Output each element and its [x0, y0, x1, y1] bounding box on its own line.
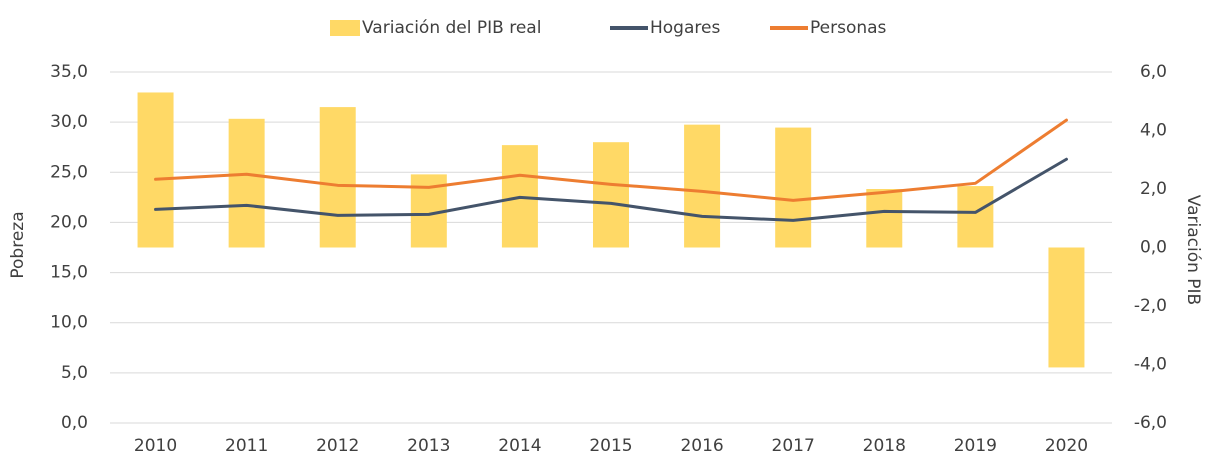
- legend-label: Personas: [810, 18, 887, 38]
- x-tick-label: 2015: [589, 436, 632, 456]
- bar: [1048, 247, 1085, 368]
- y-tick-label: 25,0: [50, 162, 88, 182]
- y-tick-label: 30,0: [50, 112, 88, 132]
- x-tick-label: 2011: [225, 436, 268, 456]
- bar: [684, 124, 721, 248]
- bar: [957, 186, 994, 248]
- x-tick-label: 2017: [772, 436, 815, 456]
- y2-tick-label: 4,0: [1140, 121, 1167, 141]
- y-tick-label: 15,0: [50, 263, 88, 283]
- line-series: [154, 157, 1068, 222]
- y2-tick-label: -2,0: [1134, 296, 1167, 316]
- x-tick-label: 2019: [954, 436, 997, 456]
- y2-axis-title: Variación PIB: [1183, 195, 1203, 305]
- x-tick-label: 2013: [407, 436, 450, 456]
- x-tick-label: 2018: [863, 436, 906, 456]
- y-tick-label: 35,0: [50, 62, 88, 82]
- x-tick-label: 2010: [134, 436, 177, 456]
- line-series: [154, 118, 1068, 202]
- x-tick-label: 2014: [498, 436, 541, 456]
- bar: [319, 107, 356, 248]
- x-tick-label: 2016: [680, 436, 723, 456]
- legend-swatch: [330, 20, 360, 36]
- legend-label: Variación del PIB real: [362, 18, 541, 38]
- y2-tick-label: 0,0: [1140, 238, 1167, 258]
- y2-tick-label: 6,0: [1140, 62, 1167, 82]
- bar: [866, 189, 903, 248]
- bar: [593, 142, 629, 248]
- bar: [775, 127, 812, 248]
- y-axis-title: Pobreza: [8, 211, 28, 278]
- y-tick-label: 20,0: [50, 212, 88, 232]
- y2-tick-label: -6,0: [1134, 413, 1167, 433]
- y2-tick-label: -4,0: [1134, 355, 1167, 375]
- x-tick-label: 2020: [1045, 436, 1088, 456]
- legend-label: Hogares: [650, 18, 720, 38]
- bar: [137, 92, 174, 248]
- y-tick-label: 5,0: [61, 363, 88, 383]
- y-tick-label: 0,0: [61, 413, 88, 433]
- y-tick-label: 10,0: [50, 313, 88, 333]
- y2-tick-label: 2,0: [1140, 179, 1167, 199]
- bar: [228, 118, 265, 248]
- x-tick-label: 2012: [316, 436, 359, 456]
